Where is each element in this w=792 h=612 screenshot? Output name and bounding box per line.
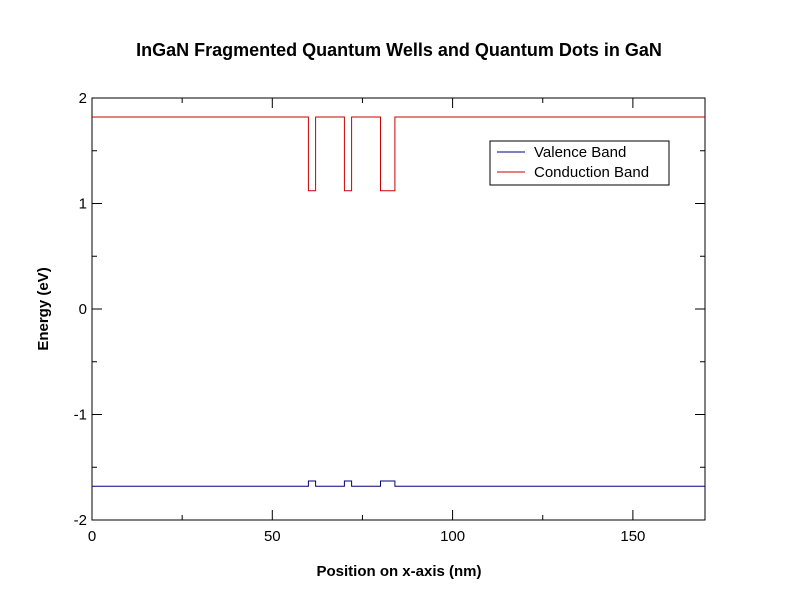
series-line-conduction-band [92, 116, 705, 192]
legend-label-conduction-band: Conduction Band [534, 164, 649, 181]
y-tick-label-3: 1 [79, 196, 87, 213]
legend-box [489, 140, 670, 186]
x-axis-label: Position on x-axis (nm) [316, 563, 481, 580]
axis-ticks [91, 97, 705, 521]
y-tick-label-1: -1 [74, 407, 87, 424]
y-axis-label: Energy (eV) [35, 267, 52, 350]
tick-labels: 0 50 100 150 -2 -1 0 1 2 [74, 90, 646, 545]
x-tick-label-2: 100 [440, 528, 465, 545]
y-tick-label-0: -2 [74, 512, 87, 529]
legend: Valence Band Conduction Band [489, 140, 670, 186]
series-layer [92, 116, 705, 487]
chart-title: InGaN Fragmented Quantum Wells and Quant… [136, 40, 662, 60]
series-line-valence-band [92, 480, 705, 487]
legend-label-valence-band: Valence Band [534, 144, 626, 161]
y-tick-label-4: 2 [79, 90, 87, 107]
y-tick-label-2: 0 [79, 301, 87, 318]
x-tick-label-1: 50 [264, 528, 281, 545]
x-tick-label-0: 0 [88, 528, 96, 545]
x-tick-label-3: 150 [620, 528, 645, 545]
